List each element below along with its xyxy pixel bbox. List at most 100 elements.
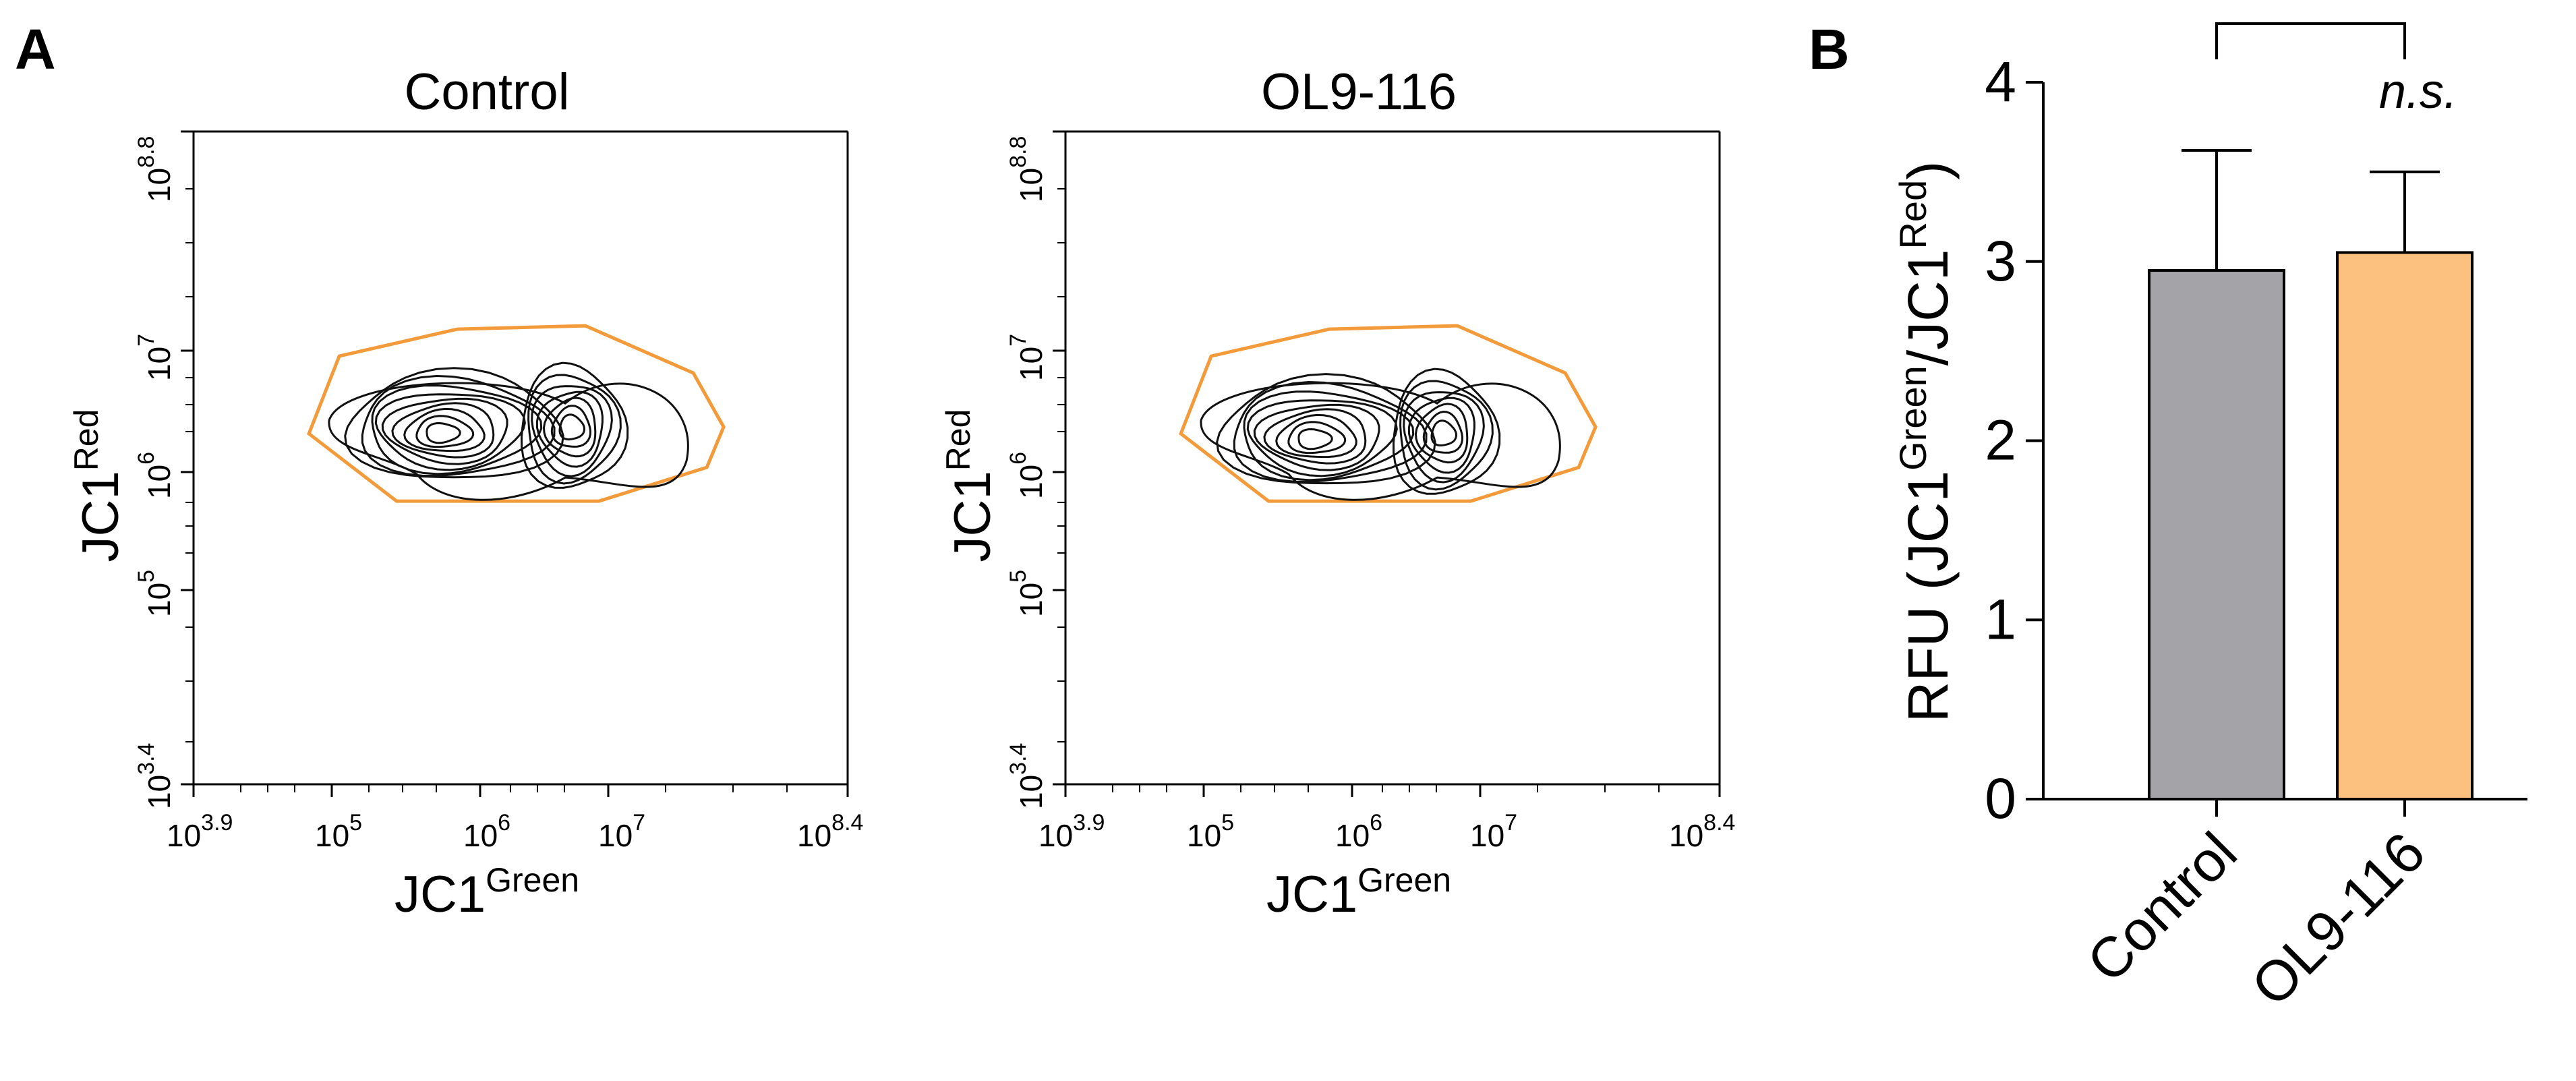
density-contour <box>371 384 543 475</box>
density-contour <box>374 393 526 471</box>
density-contour <box>520 361 629 489</box>
x-tick-label: 108.4 <box>1669 810 1735 853</box>
significance-label: n.s. <box>2379 65 2457 119</box>
outer-contour <box>328 382 689 501</box>
density-contour <box>1297 428 1333 450</box>
x-tick-label: 105 <box>1187 810 1234 853</box>
panel-a-letter: A <box>15 18 56 81</box>
y-tick-label: 106 <box>1005 452 1049 499</box>
density-contour <box>1263 408 1367 465</box>
x-minor-ticks <box>240 784 788 792</box>
plot-frame <box>1064 130 1721 786</box>
flow-plot-ol9-116: OL9-116 103.9 <box>939 63 1735 923</box>
x-tick-label: 108.4 <box>797 810 863 853</box>
y-tick-label: 0 <box>1985 767 2016 830</box>
x-tick-labels: 103.9 105 106 107 108.4 <box>1038 810 1735 853</box>
bar <box>2336 251 2473 800</box>
gate-polygon <box>307 324 726 503</box>
density-contour <box>381 397 508 465</box>
x-tick-label: 106 <box>463 810 510 853</box>
density-contour <box>1253 403 1380 471</box>
y-major-ticks <box>1053 130 1065 786</box>
density-contour <box>1422 410 1464 454</box>
density-contour <box>1399 380 1494 491</box>
density-contour <box>1287 421 1347 455</box>
y-tick-label: 103.4 <box>1005 743 1049 809</box>
density-contour <box>1216 373 1436 485</box>
significance-bracket: n.s. <box>2215 22 2457 119</box>
density-contour <box>344 367 564 479</box>
bar <box>2148 269 2285 801</box>
plot-frame <box>192 130 849 786</box>
y-tick-label: 107 <box>1005 334 1049 381</box>
density-contour <box>1414 403 1469 464</box>
x-major-ticks <box>192 784 849 797</box>
y-axis-label: RFU (JC1Green/JC1Red) <box>1892 161 1960 722</box>
flow-plot-title: Control <box>405 63 570 121</box>
density-contour <box>527 374 622 485</box>
density-contour <box>426 421 461 444</box>
flow-plot-title: OL9-116 <box>1261 63 1457 121</box>
y-tick-label: 108.8 <box>1005 136 1049 202</box>
density-contour <box>1246 399 1398 477</box>
y-tick-label: 106 <box>134 452 177 499</box>
x-tick-label: 106 <box>1335 810 1382 853</box>
density-contour <box>361 374 556 477</box>
x-tick-label: 103.9 <box>167 810 233 853</box>
y-axis-label: JC1Red <box>939 409 1001 562</box>
x-axis-label: JC1Green <box>1266 861 1451 923</box>
x-major-ticks <box>1064 784 1721 797</box>
gate-polygon <box>1179 324 1598 503</box>
x-tick-labels: 103.9 105 106 107 108.4 <box>167 810 863 853</box>
y-major-ticks <box>181 130 194 786</box>
x-tick-label: 103.9 <box>1038 810 1105 853</box>
density-contour <box>535 390 604 468</box>
density-contour <box>415 415 475 448</box>
x-tick-label: Control <box>2075 820 2249 994</box>
density-contour <box>1407 397 1475 474</box>
panel-b-letter: B <box>1809 18 1850 81</box>
density-contour <box>1392 368 1501 495</box>
density-contour <box>1430 419 1458 446</box>
bars <box>2148 251 2473 801</box>
density-contour <box>1403 391 1485 484</box>
density-contour <box>1275 413 1357 459</box>
x-tick-label: 105 <box>315 810 362 853</box>
y-axis-label: JC1Red <box>67 409 129 562</box>
density-contour <box>550 405 592 448</box>
density-contour <box>1243 390 1415 481</box>
x-tick-label: 107 <box>598 810 645 853</box>
y-tick-label: 103.4 <box>134 743 177 809</box>
density-contour <box>391 402 495 459</box>
x-axis-label: JC1Green <box>394 861 579 923</box>
y-tick-label: 107 <box>134 334 177 381</box>
x-tick-label: 107 <box>1470 810 1517 853</box>
density-contour <box>558 413 586 441</box>
y-tick-label: 108.8 <box>134 136 177 202</box>
y-minor-ticks <box>1057 188 1065 742</box>
y-tick-labels: 103.4 105 106 107 108.8 <box>1005 136 1049 809</box>
x-minor-ticks <box>1112 784 1660 792</box>
contour-plot <box>307 324 726 503</box>
y-tick-label: 1 <box>1985 587 2016 651</box>
outer-contour <box>1200 382 1561 501</box>
y-tick-label: 3 <box>1985 229 2016 293</box>
density-contour <box>542 397 597 458</box>
y-tick-labels: 103.4 105 106 107 108.8 <box>134 136 177 809</box>
x-tick-label: OL9-116 <box>2240 820 2437 1018</box>
density-contour <box>1233 380 1428 483</box>
y-tick-label: 105 <box>1005 570 1049 617</box>
y-tick-label: 2 <box>1985 409 2016 472</box>
contour-plot <box>1179 324 1598 503</box>
density-contour <box>531 385 613 477</box>
flow-plot-control: Control 103.9 <box>67 63 863 923</box>
error-bars <box>2182 148 2440 817</box>
y-minor-ticks <box>185 188 194 742</box>
y-tick-label: 105 <box>134 570 177 617</box>
density-contour <box>403 407 486 452</box>
y-tick-label: 4 <box>1985 50 2016 113</box>
bracket-line <box>2215 22 2406 59</box>
